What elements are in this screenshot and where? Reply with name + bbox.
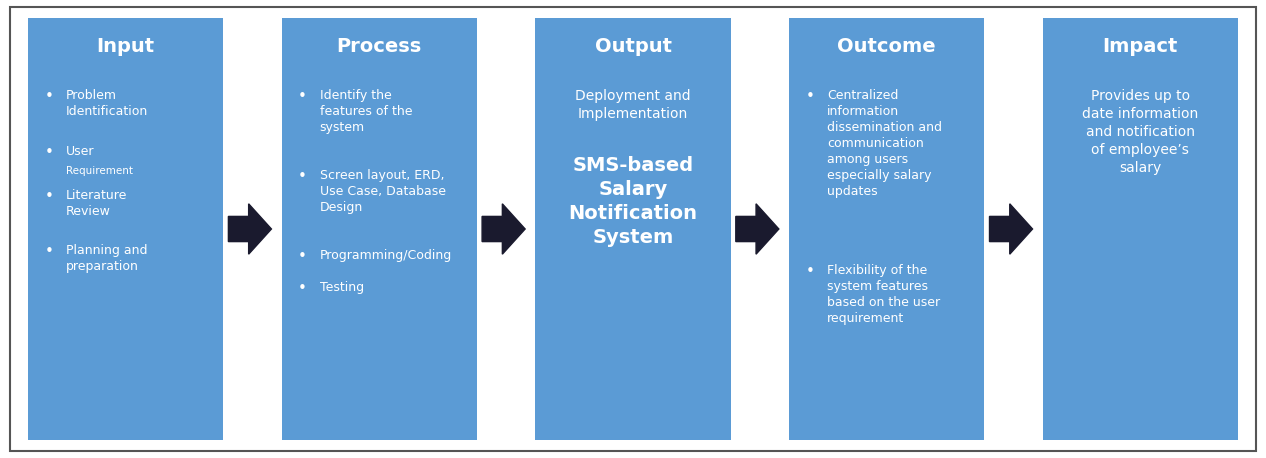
FancyArrow shape (736, 204, 779, 254)
Text: •: • (44, 145, 53, 160)
Text: Deployment and
Implementation: Deployment and Implementation (575, 89, 691, 121)
Bar (536, 18, 730, 440)
Text: Centralized
information
dissemination and
communication
among users
especially s: Centralized information dissemination an… (827, 89, 942, 198)
Text: Testing: Testing (319, 281, 363, 294)
Text: Screen layout, ERD,
Use Case, Database
Design: Screen layout, ERD, Use Case, Database D… (319, 169, 446, 214)
Text: Planning and
preparation: Planning and preparation (66, 245, 147, 273)
Text: Impact: Impact (1103, 37, 1179, 55)
FancyArrow shape (228, 204, 271, 254)
Text: •: • (298, 281, 306, 296)
Text: Literature
Review: Literature Review (66, 189, 127, 218)
Text: Outcome: Outcome (837, 37, 936, 55)
Text: Process: Process (337, 37, 422, 55)
Text: •: • (805, 264, 814, 279)
Text: •: • (44, 245, 53, 259)
Text: Flexibility of the
system features
based on the user
requirement: Flexibility of the system features based… (827, 264, 941, 325)
FancyArrow shape (990, 204, 1033, 254)
Text: Input: Input (96, 37, 154, 55)
Text: •: • (298, 169, 306, 184)
Bar (28, 18, 223, 440)
Bar (281, 18, 477, 440)
Text: Output: Output (595, 37, 671, 55)
Text: •: • (805, 89, 814, 104)
Text: Programming/Coding: Programming/Coding (319, 249, 452, 262)
Text: Identify the
features of the
system: Identify the features of the system (319, 89, 411, 134)
Text: Problem
Identification: Problem Identification (66, 89, 148, 118)
Text: •: • (44, 189, 53, 203)
Bar (1043, 18, 1238, 440)
Text: Provides up to
date information
and notification
of employee’s
salary: Provides up to date information and noti… (1082, 89, 1199, 174)
Text: •: • (44, 89, 53, 104)
Text: Requirement: Requirement (66, 166, 133, 176)
Text: •: • (298, 89, 306, 104)
Bar (789, 18, 985, 440)
Text: User: User (66, 145, 95, 158)
FancyArrow shape (482, 204, 525, 254)
Text: SMS-based
Salary
Notification
System: SMS-based Salary Notification System (568, 156, 698, 247)
Text: •: • (298, 249, 306, 264)
